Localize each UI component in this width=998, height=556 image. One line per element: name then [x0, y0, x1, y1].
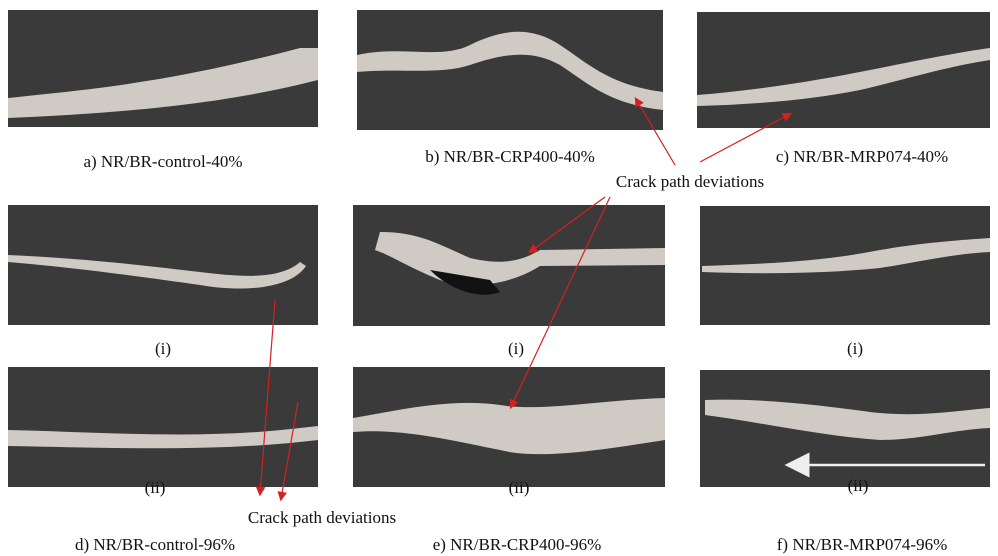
annotation: Crack path deviations — [248, 508, 396, 527]
photo-d-ii — [8, 367, 318, 487]
photo-e-ii — [353, 367, 665, 487]
figure: a) NR/BR-control-40% b) NR/BR-CRP400-40%… — [0, 0, 998, 556]
photo-f-i — [700, 206, 990, 325]
annotation: Crack path deviations — [616, 172, 764, 191]
caption: b) NR/BR-CRP400-40% — [425, 147, 595, 166]
photo-e-i — [353, 205, 665, 326]
photo-d-i — [8, 205, 318, 325]
sub-label: (ii) — [145, 478, 166, 497]
photo-b — [357, 10, 663, 130]
photo-a — [8, 10, 318, 127]
photo-f-ii — [700, 370, 990, 487]
caption: c) NR/BR-MRP074-40% — [776, 147, 948, 166]
sub-label: (i) — [508, 339, 524, 358]
sub-label: (ii) — [848, 476, 869, 495]
caption: d) NR/BR-control-96% — [75, 535, 235, 554]
sub-label: (ii) — [509, 478, 530, 497]
caption: a) NR/BR-control-40% — [83, 152, 242, 171]
caption: f) NR/BR-MRP074-96% — [777, 535, 947, 554]
sub-label: (i) — [847, 339, 863, 358]
photo-c — [697, 12, 990, 128]
caption: e) NR/BR-CRP400-96% — [433, 535, 602, 554]
sub-label: (i) — [155, 339, 171, 358]
